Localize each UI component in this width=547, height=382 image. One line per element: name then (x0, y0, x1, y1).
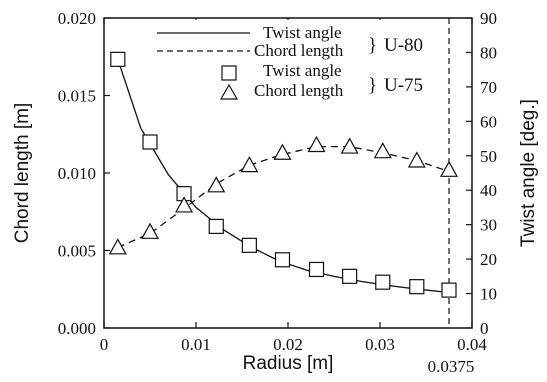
y-right-tick-label: 40 (480, 181, 497, 200)
legend-triangle-marker-symbol (219, 83, 239, 100)
data-point-square-twist-angle-u-75 (308, 261, 325, 278)
data-point-triangle-chord-length-u-75 (340, 137, 359, 154)
data-point-triangle-chord-length-u-75 (439, 160, 459, 177)
y-left-tick-label: 0.020 (58, 9, 96, 28)
data-point-triangle-chord-length-u-75 (175, 196, 194, 213)
data-point-square-twist-angle-u-75 (409, 279, 425, 295)
series-line-chord-length-u-80 (117, 145, 450, 248)
data-point-square-twist-angle-u-75 (208, 218, 224, 234)
legend-label-chord-length-u75: Chord length (254, 81, 344, 100)
y-right-tick-label: 90 (480, 9, 497, 28)
plot-area (108, 18, 459, 328)
data-point-triangle-chord-length-u-75 (240, 156, 259, 173)
y-left-tick-label: 0.005 (58, 242, 96, 261)
legend-label-chord-length-u80: Chord length (254, 41, 344, 60)
y-left-tick-label: 0.000 (58, 319, 96, 338)
data-point-square-twist-angle-u-75 (241, 237, 257, 253)
legend-group-brace-u75: } (368, 75, 377, 96)
legend-square-marker-symbol (221, 65, 237, 81)
x-tick-label: 0.04 (457, 335, 487, 354)
data-point-triangle-chord-length-u-75 (407, 151, 426, 168)
y-right-tick-label: 50 (480, 147, 497, 166)
legend-group-brace-u80: } (368, 35, 377, 56)
legend-group-label-u75: U-75 (384, 75, 423, 96)
x-axis-title: Radius [m] (243, 353, 334, 374)
legend-group-label-u80: U-80 (384, 35, 423, 56)
y-right-tick-label: 80 (480, 43, 497, 62)
y-right-tick-label: 30 (480, 216, 497, 235)
y-right-tick-label: 70 (480, 78, 497, 97)
data-point-triangle-chord-length-u-75 (373, 142, 392, 159)
legend-label-twist-angle-u75: Twist angle (263, 61, 342, 80)
x-tick-label: 0 (100, 335, 109, 354)
y-right-tick-label: 60 (480, 112, 497, 131)
y-right-axis-title: Twist angle [deg.] (518, 99, 539, 247)
y-left-tick-label: 0.015 (58, 87, 96, 106)
legend-label-twist-angle-u80: Twist angle (263, 23, 342, 42)
y-right-tick-label: 10 (480, 285, 497, 304)
data-point-square-twist-angle-u-75 (441, 282, 457, 298)
data-point-square-twist-angle-u-75 (274, 252, 291, 268)
legend-background (148, 20, 438, 108)
data-point-triangle-chord-length-u-75 (307, 135, 326, 153)
data-point-square-twist-angle-u-75 (342, 268, 358, 284)
data-point-triangle-chord-length-u-75 (273, 143, 292, 160)
legend: Twist angle Chord length Twist angle Cho… (148, 20, 438, 108)
data-point-triangle-chord-length-u-75 (140, 222, 160, 239)
y-left-axis-title: Chord length [m] (12, 103, 33, 243)
y-left-tick-label: 0.010 (58, 164, 96, 183)
y-right-tick-label: 0 (480, 319, 489, 338)
data-point-triangle-chord-length-u-75 (207, 176, 226, 193)
y-right-tick-label: 20 (480, 250, 497, 269)
data-point-square-twist-angle-u-75 (110, 51, 126, 67)
x-tick-label: 0.02 (273, 335, 303, 354)
data-point-triangle-chord-length-u-75 (108, 238, 127, 255)
data-point-square-twist-angle-u-75 (142, 134, 158, 150)
axis-ticks: 0 0.01 0.02 0.03 0.04 0.000 0.005 0.010 0.015 0.0… (58, 9, 497, 354)
x-tick-label: 0.03 (365, 335, 395, 354)
x-tick-label: 0.01 (181, 335, 211, 354)
data-point-square-twist-angle-u-75 (375, 274, 391, 290)
x-tick-label-0.0375: 0.0375 (428, 357, 475, 376)
